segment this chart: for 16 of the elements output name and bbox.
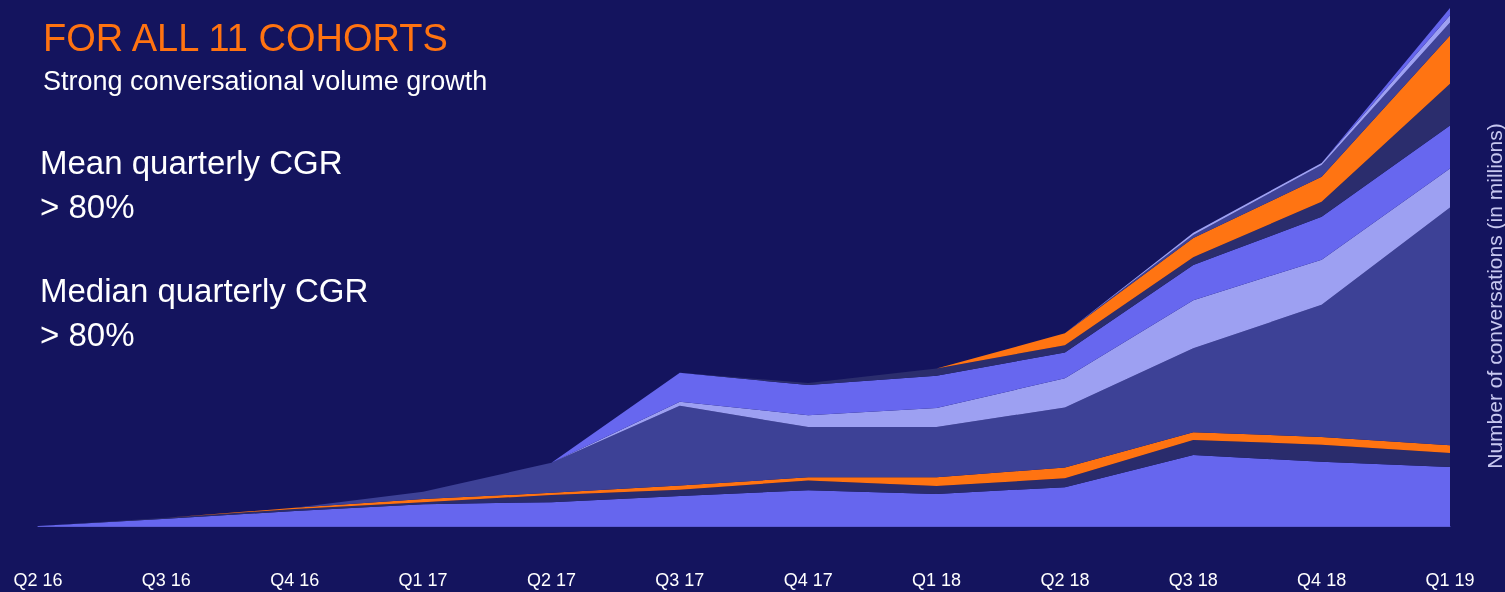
x-tick-label: Q4 17 xyxy=(783,570,833,590)
x-tick-label: Q2 17 xyxy=(526,570,576,590)
x-tick-label: Q3 18 xyxy=(1168,570,1218,590)
chart-title: FOR ALL 11 COHORTS xyxy=(43,17,448,59)
x-tick-label: Q3 16 xyxy=(141,570,191,590)
annotation: Mean quarterly CGR > 80% xyxy=(40,143,343,225)
x-tick-label: Q4 16 xyxy=(270,570,320,590)
x-tick-label: Q3 17 xyxy=(655,570,705,590)
annotation: Median quarterly CGR > 80% xyxy=(40,271,369,353)
x-tick-label: Q1 19 xyxy=(1425,570,1475,590)
x-tick-label: Q2 18 xyxy=(1040,570,1090,590)
x-tick-label: Q1 17 xyxy=(398,570,448,590)
text: Strong conversational volume growth xyxy=(43,65,488,96)
x-tick-label: Q1 18 xyxy=(912,570,962,590)
x-tick-label: Q4 18 xyxy=(1297,570,1347,590)
x-tick-label: Q2 16 xyxy=(13,570,63,590)
